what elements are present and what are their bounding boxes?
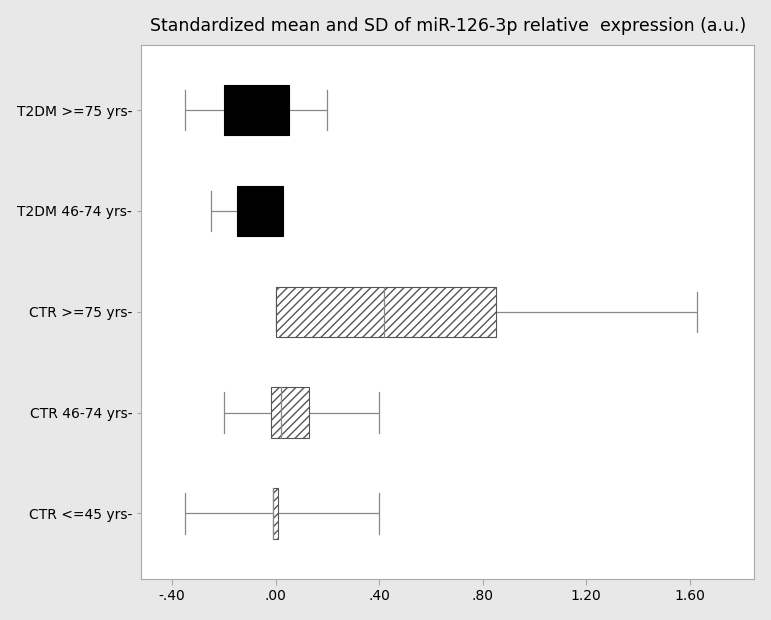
Bar bbox=[276, 286, 496, 337]
Bar bbox=[224, 85, 288, 135]
Bar bbox=[271, 388, 309, 438]
Bar bbox=[273, 488, 278, 539]
Title: Standardized mean and SD of miR-126-3p relative  expression (a.u.): Standardized mean and SD of miR-126-3p r… bbox=[150, 17, 746, 35]
Bar bbox=[237, 186, 284, 236]
